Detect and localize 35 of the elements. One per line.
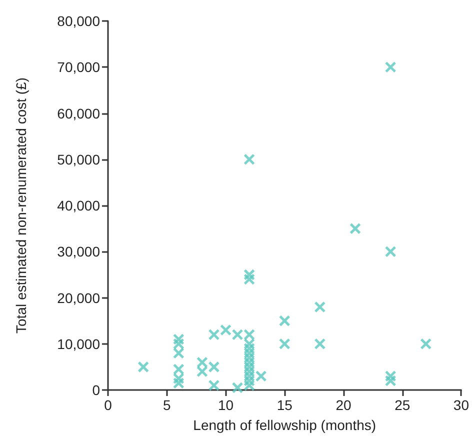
point: [384, 246, 396, 258]
y-tick-label: 60,000: [57, 105, 100, 122]
point: [384, 61, 396, 73]
point: [208, 328, 220, 340]
x-axis-title: Length of fellowship (months): [193, 417, 376, 433]
point: [138, 361, 150, 373]
point: [314, 301, 326, 313]
x-tick-label: 20: [336, 397, 352, 413]
point: [208, 380, 220, 392]
x-tick-label: 0: [104, 397, 112, 413]
point: [255, 370, 267, 382]
x-tick-label: 30: [453, 397, 470, 413]
y-tick-label: 40,000: [57, 198, 100, 214]
y-tick-label: 20,000: [57, 290, 100, 306]
y-tick-label: 80,000: [57, 13, 100, 29]
y-tick-label: 50,000: [57, 151, 100, 168]
y-tick-label: 70,000: [57, 59, 100, 76]
x-tick-label: 5: [162, 397, 171, 413]
point: [244, 154, 256, 166]
y-tick-label: 30,000: [57, 244, 100, 260]
point: [350, 222, 361, 234]
point: [232, 328, 244, 340]
point: [232, 382, 244, 394]
point: [420, 338, 432, 350]
point: [220, 324, 232, 336]
point: [208, 361, 220, 373]
point: [314, 338, 326, 350]
point: [278, 315, 290, 327]
x-tick-label: 10: [218, 397, 234, 413]
y-tick-label: 10,000: [57, 336, 100, 352]
point: [278, 338, 290, 350]
x-tick-label: 25: [394, 397, 410, 413]
y-axis-title: Total estimated non-renumerated cost (£): [13, 77, 29, 334]
y-tick-label: 0: [92, 382, 100, 398]
x-tick-label: 15: [276, 397, 293, 413]
